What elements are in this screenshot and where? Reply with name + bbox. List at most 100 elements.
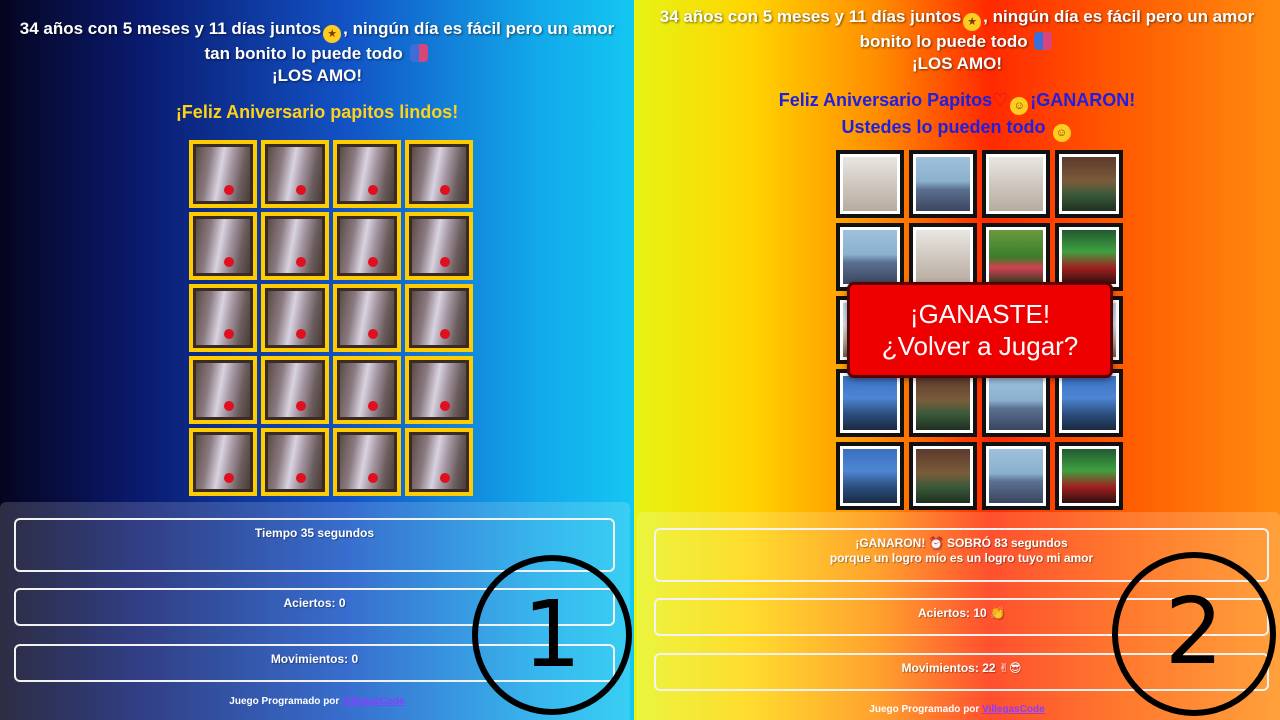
author-link[interactable]: VillegasCode xyxy=(982,704,1045,715)
card-back-photo xyxy=(412,219,466,273)
memory-card[interactable] xyxy=(909,369,977,437)
modal-title: ¡GANASTE! xyxy=(909,299,1051,329)
memory-card[interactable] xyxy=(982,442,1050,510)
card-back-photo xyxy=(340,291,394,345)
hits-text: Aciertos: 0 xyxy=(283,596,346,610)
card-photo xyxy=(843,449,897,503)
subtitle-line-1b: ¡GANARON! xyxy=(1030,90,1136,110)
memory-card[interactable] xyxy=(909,223,977,291)
memory-card[interactable] xyxy=(189,356,257,424)
card-back-photo xyxy=(268,219,322,273)
win-modal[interactable]: ¡GANASTE! ¿Volver a Jugar? xyxy=(847,282,1113,378)
memory-card[interactable] xyxy=(405,356,473,424)
memory-card[interactable] xyxy=(261,428,329,496)
smiling-face-icon: ☺ xyxy=(1010,97,1029,115)
card-back-photo xyxy=(412,291,466,345)
memory-card[interactable] xyxy=(1055,442,1123,510)
memory-card[interactable] xyxy=(261,140,329,208)
memory-board-1 xyxy=(189,140,477,496)
memory-card[interactable] xyxy=(333,140,401,208)
hits-text: Aciertos: 10 xyxy=(918,606,987,620)
memory-card[interactable] xyxy=(836,442,904,510)
memory-card[interactable] xyxy=(405,140,473,208)
author-link[interactable]: VillegasCode xyxy=(342,696,405,707)
memory-card[interactable] xyxy=(836,150,904,218)
card-back-photo xyxy=(268,291,322,345)
card-back-photo xyxy=(412,363,466,417)
memory-card[interactable] xyxy=(261,356,329,424)
couple-icon xyxy=(1034,32,1053,50)
memory-card[interactable] xyxy=(1055,150,1123,218)
footer-2: Juego Programado por VillegasCode xyxy=(634,704,1280,715)
memory-card[interactable] xyxy=(1055,369,1123,437)
memory-card[interactable] xyxy=(909,442,977,510)
heading-line-3: ¡LOS AMO! xyxy=(911,54,1003,73)
panel-2-subtitle: Feliz Aniversario Papitos♡ ☺ ¡GANARON! Ust… xyxy=(634,88,1280,142)
wink-kiss-icon: ☺ xyxy=(1052,124,1071,142)
result-line-2: porque un logro mío es un logro tuyo mi … xyxy=(829,551,1094,565)
clapping-hands-icon: 👏 xyxy=(990,606,1005,620)
memory-card[interactable] xyxy=(189,428,257,496)
footer-1: Juego Programado por VillegasCode xyxy=(0,696,634,707)
memory-card[interactable] xyxy=(982,223,1050,291)
card-back-photo xyxy=(340,435,394,489)
subtitle-line-1a: Feliz Aniversario Papitos xyxy=(778,90,993,110)
memory-card[interactable] xyxy=(405,212,473,280)
panel-number-badge-1: 1 xyxy=(472,555,632,715)
memory-card[interactable] xyxy=(1055,223,1123,291)
sunglasses-icon: 😎 xyxy=(1008,661,1022,675)
card-photo xyxy=(916,449,970,503)
result-line-1a: ¡GANARON! xyxy=(855,536,926,550)
panel-2-heading: 34 años con 5 meses y 11 días juntos ★, n… xyxy=(634,6,1280,75)
card-photo xyxy=(916,376,970,430)
card-back-photo xyxy=(196,363,250,417)
play-again-button[interactable]: ¿Volver a Jugar? xyxy=(881,331,1079,361)
memory-card[interactable] xyxy=(333,212,401,280)
card-back-photo xyxy=(268,435,322,489)
footer-prefix: Juego Programado por xyxy=(869,704,980,715)
panel-number-badge-2: 2 xyxy=(1112,552,1276,716)
card-back-photo xyxy=(268,147,322,201)
memory-card[interactable] xyxy=(189,140,257,208)
card-back-photo xyxy=(268,363,322,417)
heading-line-2: bonito lo puede todo xyxy=(859,32,1028,51)
moves-text: Movimientos: 0 xyxy=(270,652,359,666)
heading-line-3: ¡LOS AMO! xyxy=(271,66,363,85)
memory-card[interactable] xyxy=(261,284,329,352)
alarm-clock-icon: ⏰ xyxy=(928,536,944,550)
card-photo xyxy=(843,376,897,430)
card-photo xyxy=(1062,230,1116,284)
card-back-photo xyxy=(196,219,250,273)
couple-icon xyxy=(409,44,428,62)
memory-card[interactable] xyxy=(982,150,1050,218)
heading-line-1-tail: , ningún día es fácil pero un amor xyxy=(343,19,615,38)
card-photo xyxy=(989,157,1043,211)
memory-card[interactable] xyxy=(405,428,473,496)
memory-card[interactable] xyxy=(333,428,401,496)
card-photo xyxy=(989,449,1043,503)
memory-card[interactable] xyxy=(836,369,904,437)
card-photo xyxy=(1062,449,1116,503)
game-panel-2: 34 años con 5 meses y 11 días juntos ★, n… xyxy=(634,0,1280,720)
memory-card[interactable] xyxy=(982,369,1050,437)
memory-card[interactable] xyxy=(836,223,904,291)
card-photo xyxy=(1062,376,1116,430)
heading-line-1-tail: , ningún día es fácil pero un amor xyxy=(983,7,1255,26)
memory-card[interactable] xyxy=(189,212,257,280)
panel-1-heading: 34 años con 5 meses y 11 días juntos ★, n… xyxy=(0,18,634,87)
timer-text: Tiempo 35 segundos xyxy=(254,526,375,540)
memory-card[interactable] xyxy=(333,356,401,424)
memory-card[interactable] xyxy=(189,284,257,352)
memory-card[interactable] xyxy=(333,284,401,352)
memory-card[interactable] xyxy=(909,150,977,218)
card-back-photo xyxy=(196,147,250,201)
star-struck-icon: ★ xyxy=(963,13,982,31)
card-back-photo xyxy=(340,219,394,273)
memory-card[interactable] xyxy=(261,212,329,280)
card-back-photo xyxy=(340,363,394,417)
moves-box: Movimientos: 22 ✌😎 xyxy=(654,653,1269,691)
card-photo xyxy=(916,157,970,211)
card-back-photo xyxy=(412,147,466,201)
star-struck-icon: ★ xyxy=(323,25,342,43)
memory-card[interactable] xyxy=(405,284,473,352)
